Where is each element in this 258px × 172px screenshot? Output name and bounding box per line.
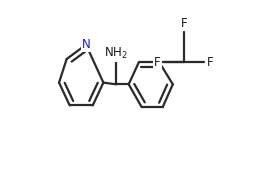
Text: F: F bbox=[181, 17, 188, 30]
Text: F: F bbox=[154, 56, 161, 69]
Text: NH$_2$: NH$_2$ bbox=[104, 46, 128, 61]
Text: F: F bbox=[207, 56, 213, 69]
Text: N: N bbox=[82, 38, 90, 51]
